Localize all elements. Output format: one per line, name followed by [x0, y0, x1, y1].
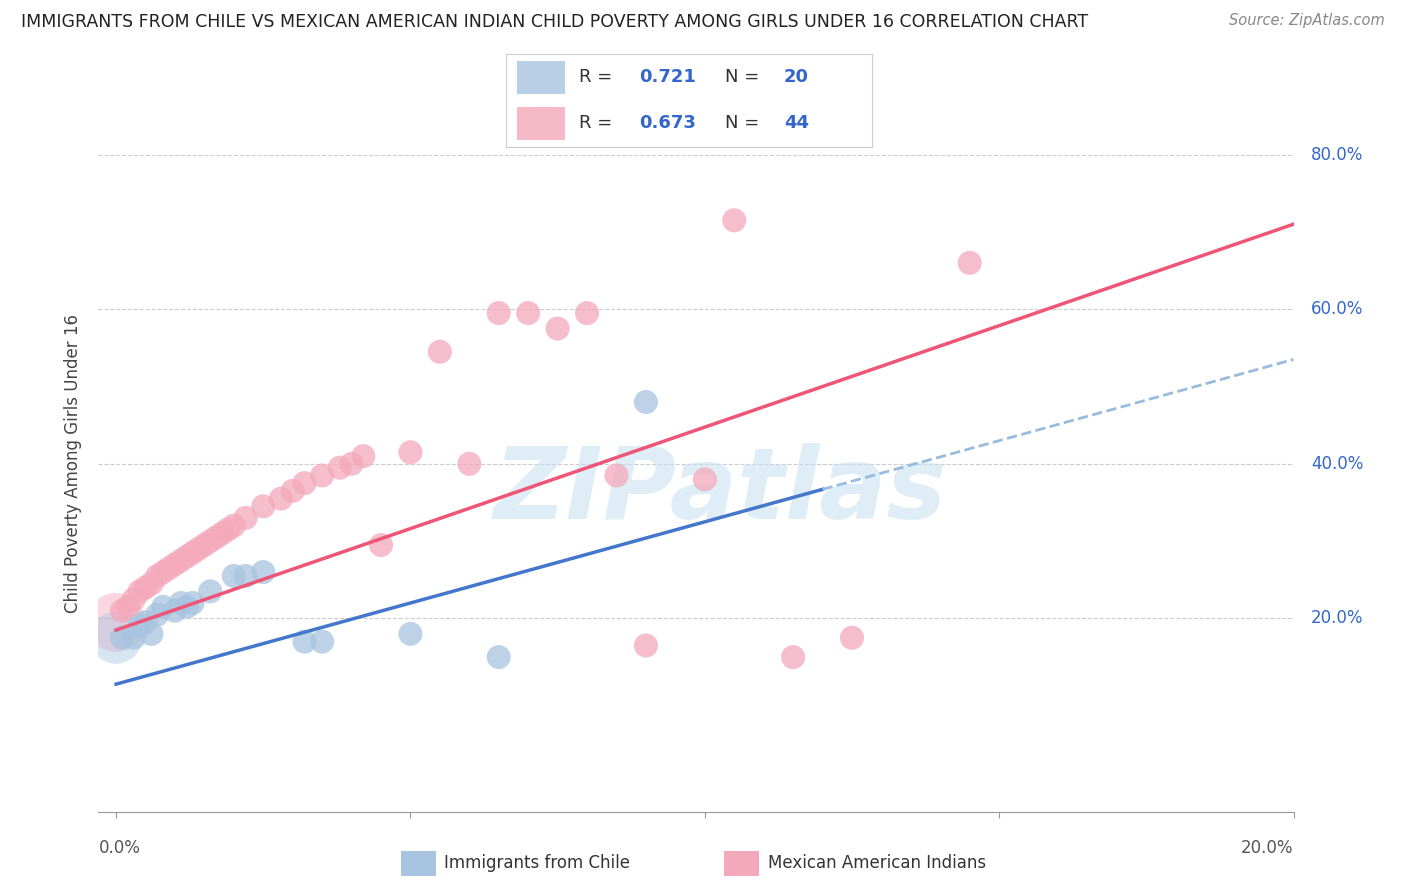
Point: [205, 530, 228, 544]
Text: N =: N =: [725, 114, 765, 132]
Point: [634, 395, 657, 409]
Point: [841, 631, 863, 645]
Point: [370, 538, 392, 552]
Point: [222, 569, 245, 583]
Point: [111, 631, 134, 645]
Point: [187, 541, 209, 556]
Point: [252, 565, 274, 579]
Y-axis label: Child Poverty Among Girls Under 16: Child Poverty Among Girls Under 16: [65, 314, 83, 614]
Point: [181, 596, 204, 610]
Point: [576, 306, 599, 320]
Point: [458, 457, 481, 471]
Text: Mexican American Indians: Mexican American Indians: [768, 855, 986, 872]
Point: [128, 619, 150, 633]
Text: Source: ZipAtlas.com: Source: ZipAtlas.com: [1229, 13, 1385, 29]
Point: [429, 344, 451, 359]
Point: [634, 639, 657, 653]
Text: 80.0%: 80.0%: [1312, 145, 1364, 163]
Point: [176, 599, 198, 614]
Point: [340, 457, 363, 471]
Text: 44: 44: [785, 114, 808, 132]
Point: [252, 500, 274, 514]
Point: [723, 213, 745, 227]
Point: [170, 553, 193, 567]
Text: 20.0%: 20.0%: [1312, 609, 1364, 627]
Point: [281, 483, 304, 498]
Point: [200, 534, 222, 549]
Point: [517, 306, 540, 320]
Text: 0.673: 0.673: [640, 114, 696, 132]
Point: [270, 491, 292, 506]
Bar: [517, 107, 565, 140]
Point: [399, 445, 422, 459]
Point: [152, 565, 174, 579]
Point: [329, 460, 352, 475]
Point: [547, 321, 569, 335]
Point: [146, 607, 169, 622]
Point: [693, 472, 716, 486]
Point: [152, 599, 174, 614]
Point: [122, 631, 145, 645]
Text: 20.0%: 20.0%: [1241, 838, 1294, 857]
Point: [200, 584, 222, 599]
Text: Immigrants from Chile: Immigrants from Chile: [444, 855, 630, 872]
Bar: [517, 61, 565, 94]
Point: [181, 546, 204, 560]
Point: [211, 526, 233, 541]
Point: [311, 468, 333, 483]
Text: R =: R =: [579, 114, 619, 132]
Point: [105, 615, 128, 630]
Point: [105, 631, 128, 645]
Point: [235, 511, 257, 525]
Point: [217, 523, 239, 537]
Point: [311, 634, 333, 648]
Text: 0.0%: 0.0%: [98, 838, 141, 857]
Point: [235, 569, 257, 583]
Point: [163, 604, 186, 618]
Point: [163, 558, 186, 572]
Text: 20: 20: [785, 69, 808, 87]
Point: [170, 596, 193, 610]
Text: ZIPatlas: ZIPatlas: [494, 443, 946, 541]
Text: 0.721: 0.721: [640, 69, 696, 87]
Text: IMMIGRANTS FROM CHILE VS MEXICAN AMERICAN INDIAN CHILD POVERTY AMONG GIRLS UNDER: IMMIGRANTS FROM CHILE VS MEXICAN AMERICA…: [21, 13, 1088, 31]
Point: [959, 256, 981, 270]
Point: [193, 538, 215, 552]
Point: [488, 306, 510, 320]
Point: [134, 581, 156, 595]
Point: [128, 584, 150, 599]
Point: [605, 468, 627, 483]
Point: [352, 449, 374, 463]
Point: [294, 476, 316, 491]
Point: [222, 518, 245, 533]
Point: [111, 604, 134, 618]
Point: [488, 650, 510, 665]
Point: [782, 650, 804, 665]
Text: 40.0%: 40.0%: [1312, 455, 1364, 473]
Point: [399, 627, 422, 641]
Point: [176, 549, 198, 564]
Text: R =: R =: [579, 69, 619, 87]
Point: [122, 592, 145, 607]
Point: [157, 561, 180, 575]
Point: [294, 634, 316, 648]
Point: [146, 569, 169, 583]
Point: [117, 599, 139, 614]
Text: N =: N =: [725, 69, 765, 87]
Point: [141, 576, 163, 591]
Point: [141, 627, 163, 641]
Point: [134, 615, 156, 630]
Text: 60.0%: 60.0%: [1312, 301, 1364, 318]
